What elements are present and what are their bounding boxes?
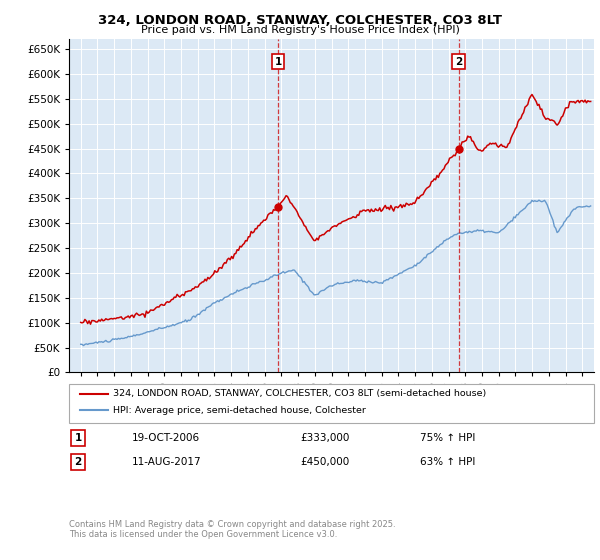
Text: Contains HM Land Registry data © Crown copyright and database right 2025.
This d: Contains HM Land Registry data © Crown c… <box>69 520 395 539</box>
Text: HPI: Average price, semi-detached house, Colchester: HPI: Average price, semi-detached house,… <box>113 406 365 415</box>
Text: 324, LONDON ROAD, STANWAY, COLCHESTER, CO3 8LT (semi-detached house): 324, LONDON ROAD, STANWAY, COLCHESTER, C… <box>113 389 486 398</box>
Text: 75% ↑ HPI: 75% ↑ HPI <box>420 433 475 443</box>
Text: 324, LONDON ROAD, STANWAY, COLCHESTER, CO3 8LT: 324, LONDON ROAD, STANWAY, COLCHESTER, C… <box>98 14 502 27</box>
Text: 2: 2 <box>74 457 82 467</box>
Text: £333,000: £333,000 <box>300 433 349 443</box>
Text: 1: 1 <box>274 57 281 67</box>
Text: 1: 1 <box>74 433 82 443</box>
Text: Price paid vs. HM Land Registry's House Price Index (HPI): Price paid vs. HM Land Registry's House … <box>140 25 460 35</box>
Text: 63% ↑ HPI: 63% ↑ HPI <box>420 457 475 467</box>
Text: 11-AUG-2017: 11-AUG-2017 <box>132 457 202 467</box>
Text: £450,000: £450,000 <box>300 457 349 467</box>
Text: 19-OCT-2006: 19-OCT-2006 <box>132 433 200 443</box>
Text: 2: 2 <box>455 57 462 67</box>
